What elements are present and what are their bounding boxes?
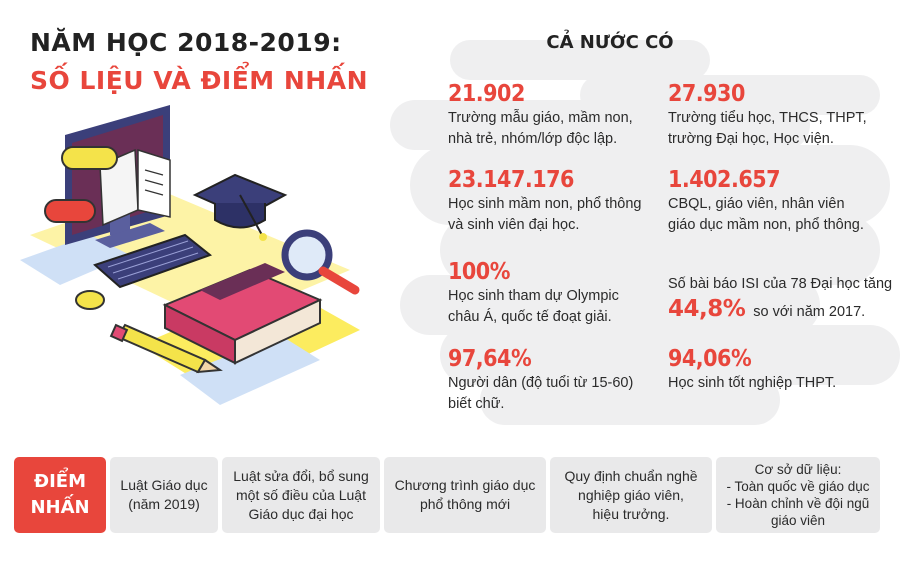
highlight-card-text: Chương trình giáo dục phổ thông mới (394, 477, 536, 512)
stat-schools-universities: 27.930 Trường tiểu học, THCS, THPT, trườ… (668, 80, 898, 150)
stat-description: CBQL, giáo viên, nhân viên giáo dục mầm … (668, 196, 864, 233)
page-title-line-2: SỐ LIỆU VÀ ĐIỂM NHẤN (30, 66, 369, 95)
highlight-card-text: Quy định chuẩn nghề nghiệp giáo viên, hi… (564, 467, 698, 522)
stat-value: 23.147.176 (448, 167, 574, 193)
stat-description: Trường mẫu giáo, mầm non, nhà trẻ, nhóm/… (448, 110, 633, 147)
background-cloud-shape (390, 40, 900, 425)
stat-description: Trường tiểu học, THCS, THPT, trường Đại … (668, 110, 867, 147)
highlight-card-database: Cơ sở dữ liệu: - Toàn quốc về giáo dục -… (716, 457, 880, 533)
country-heading: CẢ NƯỚC CÓ (546, 32, 674, 53)
stat-literacy: 97,64% Người dân (độ tuổi từ 15-60) biết… (448, 345, 678, 415)
stat-description-suffix: so với năm 2017. (753, 304, 866, 320)
highlight-card-higher-education-law: Luật sửa đổi, bổ sung một số điều của Lu… (222, 457, 380, 533)
highlight-card-text: Luật Giáo dục (năm 2019) (120, 477, 208, 512)
stat-isi-papers: Số bài báo ISI của 78 Đại học tăng 44,8%… (668, 274, 893, 323)
stat-value: 94,06% (668, 346, 752, 372)
highlight-card-text: Cơ sở dữ liệu: - Toàn quốc về giáo dục -… (726, 462, 870, 528)
stat-students: 23.147.176 Học sinh mầm non, phổ thông v… (448, 166, 678, 236)
highlight-label-line-2: NHẤN (30, 497, 90, 518)
stat-description: Học sinh mầm non, phổ thông và sinh viên… (448, 196, 642, 233)
stat-kindergartens: 21.902 Trường mẫu giáo, mầm non, nhà trẻ… (448, 80, 678, 150)
stat-description: Số bài báo ISI của 78 Đại học tăng (668, 276, 893, 292)
stat-value: 44,8% (668, 296, 746, 322)
stat-olympic: 100% Học sinh tham dự Olympic châu Á, qu… (448, 258, 678, 328)
education-desk-illustration (20, 105, 360, 405)
stat-value: 27.930 (668, 81, 745, 107)
highlight-label-box: ĐIỂM NHẤN (14, 457, 106, 533)
stat-value: 21.902 (448, 81, 525, 107)
stat-value: 100% (448, 259, 510, 285)
page-title-line-1: NĂM HỌC 2018-2019: (30, 28, 342, 57)
stat-description: Học sinh tốt nghiệp THPT. (668, 375, 837, 391)
stat-staff: 1.402.657 CBQL, giáo viên, nhân viên giá… (668, 166, 898, 236)
stat-description: Người dân (độ tuổi từ 15-60) biết chữ. (448, 375, 634, 412)
stat-description: Học sinh tham dự Olympic châu Á, quốc tế… (448, 288, 619, 325)
highlight-label-line-1: ĐIỂM (34, 471, 86, 492)
highlight-card-new-curriculum: Chương trình giáo dục phổ thông mới (384, 457, 546, 533)
highlight-card-text: Luật sửa đổi, bổ sung một số điều của Lu… (233, 467, 369, 522)
stat-value: 97,64% (448, 346, 532, 372)
highlight-card-teacher-standards: Quy định chuẩn nghề nghiệp giáo viên, hi… (550, 457, 712, 533)
stat-value: 1.402.657 (668, 167, 781, 193)
stat-graduation: 94,06% Học sinh tốt nghiệp THPT. (668, 345, 898, 394)
highlight-card-education-law: Luật Giáo dục (năm 2019) (110, 457, 218, 533)
